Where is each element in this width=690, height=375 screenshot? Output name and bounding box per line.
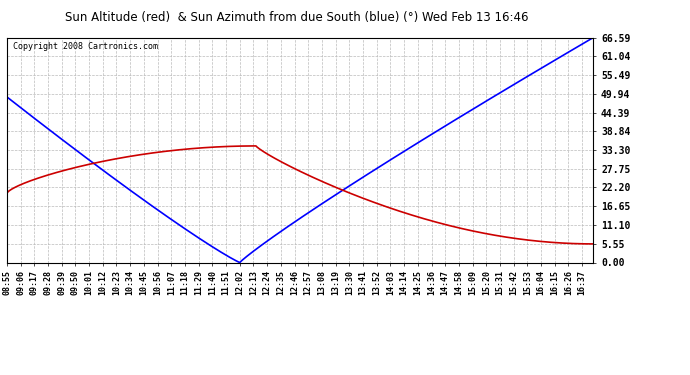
- Text: Copyright 2008 Cartronics.com: Copyright 2008 Cartronics.com: [13, 42, 158, 51]
- Text: Sun Altitude (red)  & Sun Azimuth from due South (blue) (°) Wed Feb 13 16:46: Sun Altitude (red) & Sun Azimuth from du…: [65, 11, 529, 24]
